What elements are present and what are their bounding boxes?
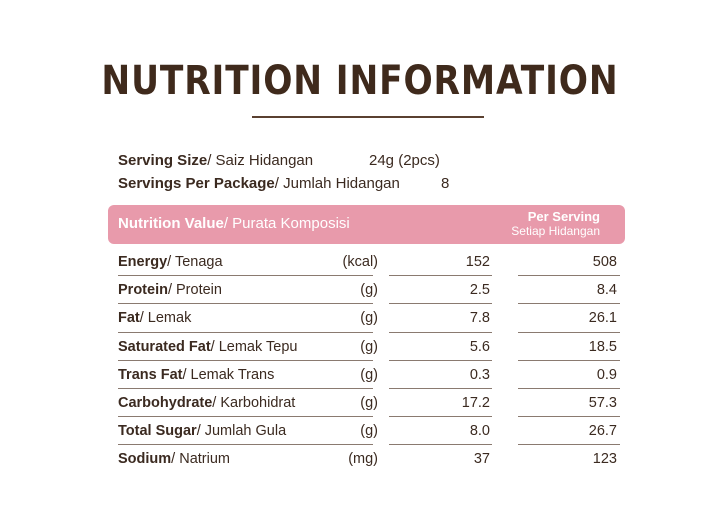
nutrient-unit: (g) xyxy=(360,423,378,440)
nutrient-name-main: Total Sugar xyxy=(118,423,197,440)
serving-size-value: 24g (2pcs) xyxy=(369,152,440,169)
row-divider xyxy=(518,331,620,333)
nutrient-unit: (g) xyxy=(360,282,378,299)
servings-per-package-line: Servings Per Package/ Jumlah Hidangan 8 xyxy=(118,175,518,192)
row-divider xyxy=(389,416,492,418)
nutrient-name: Energy/ Tenaga xyxy=(118,254,223,270)
servings-per-package-label: Servings Per Package xyxy=(118,175,275,192)
row-divider xyxy=(389,331,492,333)
nutrient-name-translation: / Lemak xyxy=(139,310,192,327)
header-per-serving-main: Per Serving xyxy=(527,209,600,224)
row-divider xyxy=(389,387,492,389)
per-100g-value: 26.1 xyxy=(588,310,617,327)
nutrient-name: Saturated Fat/ Lemak Tepu xyxy=(118,339,297,355)
header-per-100g-main: Per 100g xyxy=(668,209,720,224)
nutrient-name: Total Sugar/ Jumlah Gula xyxy=(118,423,286,439)
row-divider xyxy=(118,359,373,361)
row-divider xyxy=(118,416,373,418)
row-divider xyxy=(518,359,620,361)
nutrient-name-translation: / Natrium xyxy=(171,451,230,468)
row-divider xyxy=(389,275,492,277)
per-100g-value: 57.3 xyxy=(588,394,617,411)
table-row: Total Sugar/ Jumlah Gula (g) 8.0 26.7 xyxy=(118,417,620,446)
row-divider xyxy=(118,331,373,333)
nutrient-name: Sodium/ Natrium xyxy=(118,451,230,467)
nutrient-name-translation: / Tenaga xyxy=(167,254,223,270)
header-per-100g-sub: Setiap 100g xyxy=(658,224,720,238)
nutrient-unit: (mg) xyxy=(348,451,378,468)
nutrient-name: Carbohydrate/ Karbohidrat xyxy=(118,395,295,411)
nutrient-name-main: Sodium xyxy=(118,451,172,468)
table-row: Fat/ Lemak (g) 7.8 26.1 xyxy=(118,304,620,333)
nutrient-name-main: Carbohydrate xyxy=(118,394,213,411)
per-100g-value: 26.7 xyxy=(588,423,617,440)
servings-per-package-value: 8 xyxy=(441,175,450,192)
per-100g-value: 8.4 xyxy=(596,282,617,299)
nutrient-unit: (g) xyxy=(360,394,378,411)
table-header: Nutrition Value/ Purata Komposisi Per Se… xyxy=(108,205,720,244)
row-divider xyxy=(389,444,492,446)
nutrition-table: Energy/ Tenaga (kcal) 152 508 Protein/ P… xyxy=(118,248,620,474)
row-divider xyxy=(118,387,373,389)
per-serving-value: 7.8 xyxy=(469,310,490,327)
row-divider xyxy=(518,275,620,277)
per-serving-value: 0.3 xyxy=(469,366,490,383)
row-divider xyxy=(118,275,373,277)
table-row: Carbohydrate/ Karbohidrat (g) 17.2 57.3 xyxy=(118,389,620,418)
nutrient-name-translation: / Lemak Trans xyxy=(182,366,275,383)
row-divider xyxy=(518,416,620,418)
servings-per-package-label-translation: / Jumlah Hidangan xyxy=(274,175,400,192)
table-row: Saturated Fat/ Lemak Tepu (g) 5.6 18.5 xyxy=(118,333,620,361)
nutrient-unit: (kcal) xyxy=(342,254,378,270)
row-divider xyxy=(118,444,373,446)
nutrient-name-translation: / Karbohidrat xyxy=(212,394,296,411)
nutrient-name-main: Energy xyxy=(118,254,168,270)
nutrient-unit: (g) xyxy=(360,366,378,383)
per-serving-value: 152 xyxy=(465,254,490,270)
serving-size-label-translation: / Saiz Hidangan xyxy=(207,152,314,169)
table-row: Trans Fat/ Lemak Trans (g) 0.3 0.9 xyxy=(118,361,620,389)
nutrient-name: Fat/ Lemak xyxy=(118,310,191,326)
per-serving-value: 5.6 xyxy=(469,338,490,355)
per-100g-value: 0.9 xyxy=(596,366,617,383)
header-label: Nutrition Value/ Purata Komposisi xyxy=(118,215,350,232)
nutrient-name: Trans Fat/ Lemak Trans xyxy=(118,367,274,383)
per-serving-value: 2.5 xyxy=(469,282,490,299)
table-row: Protein/ Protein (g) 2.5 8.4 xyxy=(118,276,620,305)
per-100g-value: 18.5 xyxy=(588,338,617,355)
nutrient-name-main: Saturated Fat xyxy=(118,338,211,355)
row-divider xyxy=(118,303,373,305)
per-serving-value: 37 xyxy=(473,451,490,468)
nutrient-name-translation: / Lemak Tepu xyxy=(210,338,298,355)
per-serving-value: 17.2 xyxy=(461,394,490,411)
page-title: NUTRITION INFORMATION xyxy=(101,58,619,104)
nutrient-unit: (g) xyxy=(360,338,378,355)
nutrient-name-main: Protein xyxy=(118,282,168,299)
nutrient-name-translation: / Protein xyxy=(167,282,222,299)
title-underline xyxy=(252,116,484,118)
nutrient-unit: (g) xyxy=(360,310,378,327)
per-100g-value: 508 xyxy=(592,254,617,270)
header-per-serving: Per Serving Setiap Hidangan xyxy=(488,209,600,239)
row-divider xyxy=(389,303,492,305)
row-divider xyxy=(518,444,620,446)
row-divider xyxy=(518,303,620,305)
header-per-serving-sub: Setiap Hidangan xyxy=(511,224,600,238)
header-label-translation: / Purata Komposisi xyxy=(223,215,350,232)
table-row: Energy/ Tenaga (kcal) 152 508 xyxy=(118,248,620,277)
header-per-100g: Per 100g Setiap 100g xyxy=(633,209,720,239)
serving-size-label: Serving Size xyxy=(118,152,208,169)
row-divider xyxy=(389,359,492,361)
table-row: Sodium/ Natrium (mg) 37 123 xyxy=(118,445,620,473)
header-label-main: Nutrition Value xyxy=(118,215,224,232)
nutrient-name: Protein/ Protein xyxy=(118,282,222,298)
per-100g-value: 123 xyxy=(592,451,617,468)
nutrient-name-translation: / Jumlah Gula xyxy=(196,423,287,440)
nutrient-name-main: Fat xyxy=(118,310,140,327)
nutrient-name-main: Trans Fat xyxy=(118,366,183,383)
per-serving-value: 8.0 xyxy=(469,423,490,440)
row-divider xyxy=(518,387,620,389)
serving-size-line: Serving Size/ Saiz Hidangan 24g (2pcs) xyxy=(118,152,518,169)
